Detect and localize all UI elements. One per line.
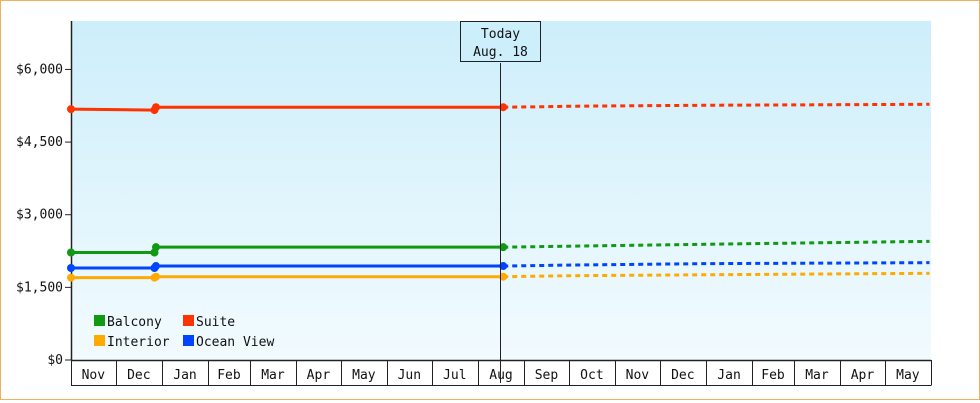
legend: Balcony Suite Interior Ocean View [94, 315, 274, 350]
interior-actual-line [71, 275, 504, 280]
suite-point [151, 103, 160, 112]
legend-label: Interior [107, 335, 170, 350]
balcony-point [499, 243, 508, 252]
suite-point [499, 103, 508, 112]
x-tick-label: Jun [398, 368, 421, 383]
x-tick-label: Apr [307, 368, 331, 383]
balcony-point [67, 248, 75, 257]
y-axis: $0 $1,500 $3,000 $4,500 $6,000 [16, 21, 73, 368]
ocean-view-point [499, 262, 508, 271]
x-tick-label: May [896, 368, 920, 383]
legend-swatch [94, 335, 105, 346]
today-marker: Today Aug. 18 [460, 21, 541, 383]
suite-point [67, 105, 75, 114]
x-tick-label: Feb [761, 368, 785, 383]
legend-label: Suite [196, 315, 235, 330]
interior-point [67, 273, 75, 282]
x-tick-label: Mar [805, 368, 829, 383]
y-tick-label: $3,000 [16, 208, 63, 223]
interior-point [151, 272, 160, 281]
x-tick-label: Apr [851, 368, 875, 383]
x-tick-label: Mar [261, 368, 285, 383]
x-tick-label: Nov [82, 368, 106, 383]
y-tick-label: $6,000 [16, 62, 63, 77]
today-date-label: Aug. 18 [473, 45, 528, 60]
x-tick-label: Sep [535, 368, 559, 383]
x-tick-label: Nov [626, 368, 650, 383]
x-tick-label: Jan [717, 368, 740, 383]
y-tick-label: $4,500 [16, 135, 63, 150]
x-tick-label: Feb [217, 368, 241, 383]
legend-swatch [183, 335, 194, 346]
x-tick-label: May [352, 368, 376, 383]
y-tick-label: $1,500 [16, 280, 63, 295]
interior-point [499, 272, 508, 281]
today-label: Today [481, 27, 520, 42]
x-tick-label: Oct [580, 368, 603, 383]
ocean-view-point [151, 262, 160, 271]
suite-forecast-line [503, 102, 930, 109]
series-lines [67, 102, 930, 282]
x-tick-label: Dec [127, 368, 150, 383]
ocean-view-point [67, 263, 75, 272]
y-tick-label: $0 [47, 353, 63, 368]
x-tick-label: Jul [443, 368, 466, 383]
x-tick-label: Dec [671, 368, 694, 383]
legend-swatch [94, 315, 105, 326]
x-axis: NovDecJanFebMarAprMayJunJulAugSepOctNovD… [71, 359, 932, 386]
legend-label: Balcony [107, 315, 162, 330]
legend-swatch [183, 315, 194, 326]
legend-label: Ocean View [196, 335, 274, 350]
balcony-point [151, 243, 160, 252]
x-tick-label: Jan [173, 368, 196, 383]
today-box [460, 21, 541, 62]
